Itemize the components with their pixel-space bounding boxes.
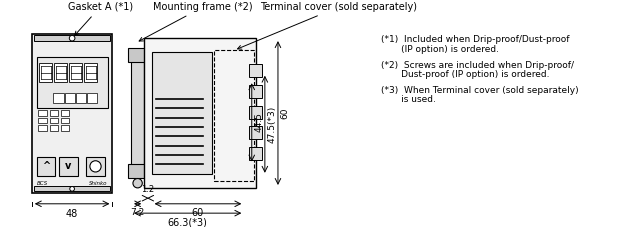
Text: (IP option) is ordered.: (IP option) is ordered. [381,45,499,54]
Bar [49,125,58,131]
Bar [144,38,256,188]
Bar [34,186,110,191]
Bar [53,93,64,103]
Text: Dust-proof (IP option) is ordered.: Dust-proof (IP option) is ordered. [381,70,550,79]
Bar [59,157,78,176]
Circle shape [70,187,74,191]
Bar [61,118,69,123]
Bar [39,125,47,131]
Bar [61,110,69,116]
Circle shape [90,161,101,172]
Text: BCS: BCS [37,181,48,186]
Bar [249,64,262,77]
Text: Shinko: Shinko [89,181,108,186]
Text: 1.2: 1.2 [141,185,155,193]
Bar [249,126,262,139]
Text: Gasket A (*1): Gasket A (*1) [67,2,133,35]
Bar [34,35,110,41]
Text: 7.2: 7.2 [130,208,144,217]
Text: (*1)  Included when Drip-proof/Dust-proof: (*1) Included when Drip-proof/Dust-proof [381,35,569,44]
Bar [39,64,53,82]
Text: ^: ^ [42,161,50,171]
Text: 48: 48 [66,209,78,220]
Bar [61,125,69,131]
Bar [131,52,144,174]
Bar [39,110,47,116]
Bar [76,93,86,103]
Bar [84,64,98,82]
Text: 60: 60 [281,107,290,119]
Text: (*2)  Screws are included when Drip-proof/: (*2) Screws are included when Drip-proof… [381,61,574,70]
Bar [37,57,108,108]
Bar [49,110,58,116]
Text: v: v [65,161,71,171]
Bar [86,157,105,176]
Bar [69,64,82,82]
Bar [249,147,262,160]
Bar [37,157,55,176]
Text: is used.: is used. [381,95,436,104]
Bar [128,165,147,178]
Text: 60: 60 [192,208,204,218]
Text: Mounting frame (*2): Mounting frame (*2) [139,2,253,41]
Bar [249,106,262,119]
Circle shape [133,178,143,188]
Bar [55,64,67,82]
Bar [152,52,213,174]
Bar [87,93,98,103]
Text: Terminal cover (sold separately): Terminal cover (sold separately) [238,2,417,49]
Bar [49,118,58,123]
Bar [214,50,254,181]
Text: 66.3(*3): 66.3(*3) [168,218,207,227]
Bar [65,93,75,103]
Text: (*3)  When Terminal cover (sold separately): (*3) When Terminal cover (sold separatel… [381,86,578,95]
Text: 44.5: 44.5 [255,112,264,132]
Circle shape [69,35,75,41]
Text: 47.5(*3): 47.5(*3) [268,106,277,143]
Bar [32,34,112,192]
Bar [39,118,47,123]
Bar [249,85,262,98]
Bar [128,49,147,62]
